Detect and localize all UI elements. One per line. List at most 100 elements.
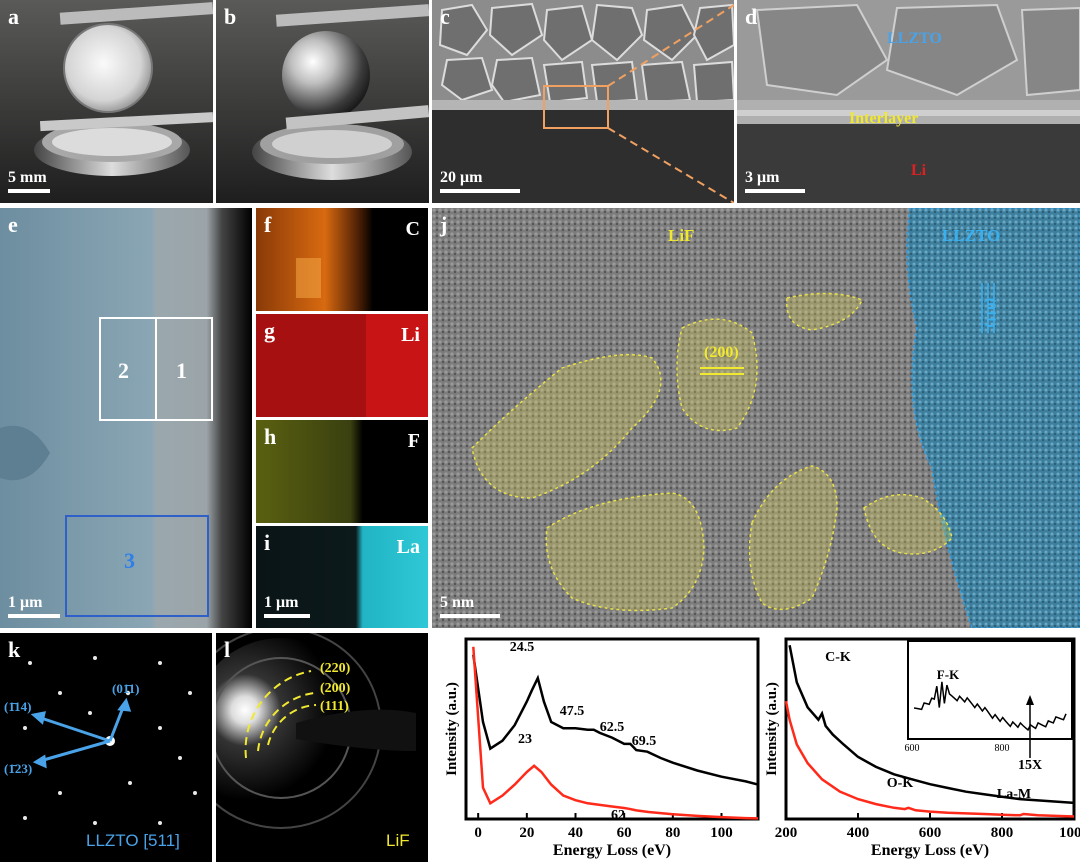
panel-d-scalebar: 3 μm	[745, 169, 805, 193]
series-line-0	[472, 654, 759, 786]
x-tick-label: 40	[568, 825, 583, 841]
panel-c-sem	[432, 0, 734, 203]
panel-h-label: h	[264, 424, 277, 449]
annotation-1: O-K	[887, 776, 914, 791]
panel-g-map	[256, 314, 428, 417]
inset-series-line	[913, 681, 1067, 732]
x-tick-label: 60	[617, 825, 632, 841]
panel-l-label: l	[224, 637, 231, 662]
panel-j-label: j	[440, 212, 448, 237]
panel-a-photo	[0, 0, 213, 203]
panel-j-hrtem	[432, 208, 1080, 628]
panel-d-sem	[737, 0, 1080, 203]
x-tick-label: 200	[775, 825, 798, 841]
panel-j-plane200: (200)	[704, 344, 739, 361]
panel-k-sample: LLZTO [511]	[86, 831, 180, 850]
panel-e-scalebar: 1 μm	[8, 594, 60, 618]
panel-b-photo	[216, 0, 429, 203]
annotation-0: 24.5	[510, 640, 535, 655]
inset-tick-label: 800	[995, 743, 1010, 754]
annotation-1: 47.5	[560, 704, 585, 719]
x-tick-label: 80	[665, 825, 680, 841]
x-tick-label: 600	[919, 825, 942, 841]
panel-i-element: La	[396, 536, 420, 558]
x-tick-label: 1000	[1059, 825, 1080, 841]
panel-j: j LiF LLZTO (200) (011) 5 nm	[432, 208, 1080, 628]
panel-l-ring1: (220)	[320, 661, 351, 676]
panel-e-box-1	[155, 317, 213, 421]
x-axis-label: Energy Loss (eV)	[553, 842, 671, 859]
panel-d-scale-text: 3 μm	[745, 169, 780, 186]
panel-g-element: Li	[401, 324, 420, 346]
panel-l: l (220) (200) (111) LiF	[216, 633, 428, 862]
panel-l-saed	[216, 633, 428, 862]
panel-g: g Li	[256, 314, 428, 417]
panel-e-box3-label: 3	[124, 548, 135, 573]
panel-f-label: f	[264, 212, 272, 237]
chart-n: 200 400 600 800 1000 Energy Loss (eV) Intensit…	[764, 637, 1080, 859]
panel-k-label: k	[8, 637, 21, 662]
panel-j-scale-text: 5 nm	[440, 594, 475, 611]
magnify-arrowhead	[1026, 695, 1034, 705]
x-axis-label: Energy Loss (eV)	[871, 842, 989, 859]
x-tick-label: 800	[991, 825, 1014, 841]
panel-k: k (1̄14) (01̄1) (1̄23) LLZTO [511]	[0, 633, 212, 862]
panel-g-label: g	[264, 318, 275, 343]
panel-k-spot1: (1̄14)	[4, 699, 32, 714]
panel-a: a 5 mm	[0, 0, 213, 203]
panel-l-ring3: (111)	[320, 699, 349, 714]
y-axis-label: Intensity (a.u.)	[764, 682, 780, 776]
panel-c-label: c	[440, 4, 450, 29]
chart-m: 0 20 40 60 80 100 Energy Loss (eV) Intensity (a…	[444, 637, 760, 859]
panel-h-map	[256, 420, 428, 523]
panel-l-sample: LiF	[386, 831, 410, 850]
panel-m: 0 20 40 60 80 100 Energy Loss (eV) Intensity (a…	[432, 633, 766, 862]
panel-c-zoom-box	[543, 85, 609, 129]
panel-f: f C	[256, 208, 428, 311]
panel-l-ring2: (200)	[320, 681, 351, 696]
x-tick-label: 400	[847, 825, 870, 841]
panel-f-map	[256, 208, 428, 311]
panel-l-rings	[244, 670, 317, 759]
panel-e-label: e	[8, 212, 18, 237]
x-tick-label: 100	[710, 825, 733, 841]
panel-a-scale-text: 5 mm	[8, 169, 47, 186]
panel-a-scalebar: 5 mm	[8, 169, 50, 193]
panel-j-plane-llzto: (011)	[983, 298, 998, 328]
panel-h: h F	[256, 420, 428, 523]
panel-h-element: F	[407, 430, 420, 452]
panel-d: d LLZTO Interlayer Li 3 μm	[737, 0, 1080, 203]
x-tick-label: 20	[519, 825, 534, 841]
panel-j-llzto-label: LLZTO	[942, 226, 1001, 245]
panel-j-lif-fringes	[700, 367, 744, 375]
panel-n: 200 400 600 800 1000 Energy Loss (eV) Intensit…	[760, 633, 1080, 862]
panel-k-spot3: (1̄23)	[4, 761, 33, 776]
panel-c-scale-text: 20 μm	[440, 169, 483, 186]
annotation-5: 62	[611, 808, 625, 823]
annotation-2: La-M	[997, 787, 1031, 802]
panel-e-box-3	[65, 515, 209, 617]
panel-c: c 20 μm	[432, 0, 734, 203]
annotation-0: C-K	[825, 650, 851, 665]
panel-f-element: C	[405, 218, 420, 240]
panel-k-spot2: (01̄1)	[112, 681, 140, 696]
panel-e-scale-text: 1 μm	[8, 594, 43, 611]
inset-label: F-K	[937, 667, 960, 682]
inset-tick-label: 600	[905, 743, 920, 754]
panel-e-box2-label: 2	[118, 358, 129, 383]
panel-e-stem	[0, 208, 252, 628]
panel-b-label: b	[224, 4, 237, 29]
series-line-1	[784, 700, 1075, 818]
panel-d-li-label: Li	[911, 162, 927, 179]
panel-b: b	[216, 0, 429, 203]
panel-j-scalebar: 5 nm	[440, 594, 500, 618]
panel-i-map	[256, 526, 428, 628]
panel-j-llzto-fringes	[981, 283, 995, 333]
y-axis-label: Intensity (a.u.)	[444, 682, 460, 776]
panel-i: i La 1 μm	[256, 526, 428, 628]
annotation-2: 62.5	[600, 720, 625, 735]
x-tick-label: 0	[474, 825, 482, 841]
panel-e: e 2 1 3 1 μm	[0, 208, 252, 628]
panel-e-box1-label: 1	[176, 358, 187, 383]
series-line-1	[472, 646, 759, 820]
